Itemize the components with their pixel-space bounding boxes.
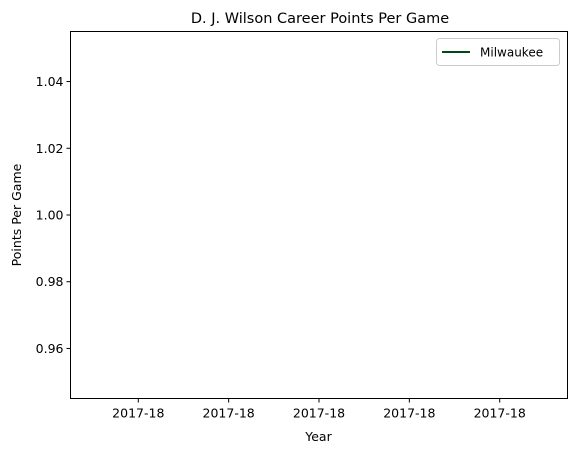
y-tick-label: 1.00: [36, 208, 64, 223]
x-tick-label: 2017-18: [474, 406, 526, 421]
y-tick-label: 0.96: [36, 341, 64, 356]
legend: Milwaukee: [436, 38, 560, 66]
ticks: 0.96 0.98 1.00 1.02 1.04 2017-18 2017-18 2017-1…: [36, 74, 526, 420]
chart-title: D. J. Wilson Career Points Per Game: [191, 11, 449, 27]
plot-frame: [70, 31, 568, 399]
x-tick-label: 2017-18: [112, 406, 164, 421]
legend-box: [436, 38, 560, 66]
x-tick-label: 2017-18: [293, 406, 345, 421]
x-axis-label: Year: [304, 429, 332, 444]
y-axis-label: Points Per Game: [9, 163, 24, 266]
y-tick-label: 1.04: [36, 74, 64, 89]
y-tick-label: 1.02: [36, 141, 64, 156]
x-tick-label: 2017-18: [383, 406, 435, 421]
x-tick-label: 2017-18: [203, 406, 255, 421]
legend-label-milwaukee: Milwaukee: [480, 46, 543, 60]
y-tick-label: 0.98: [36, 274, 64, 289]
